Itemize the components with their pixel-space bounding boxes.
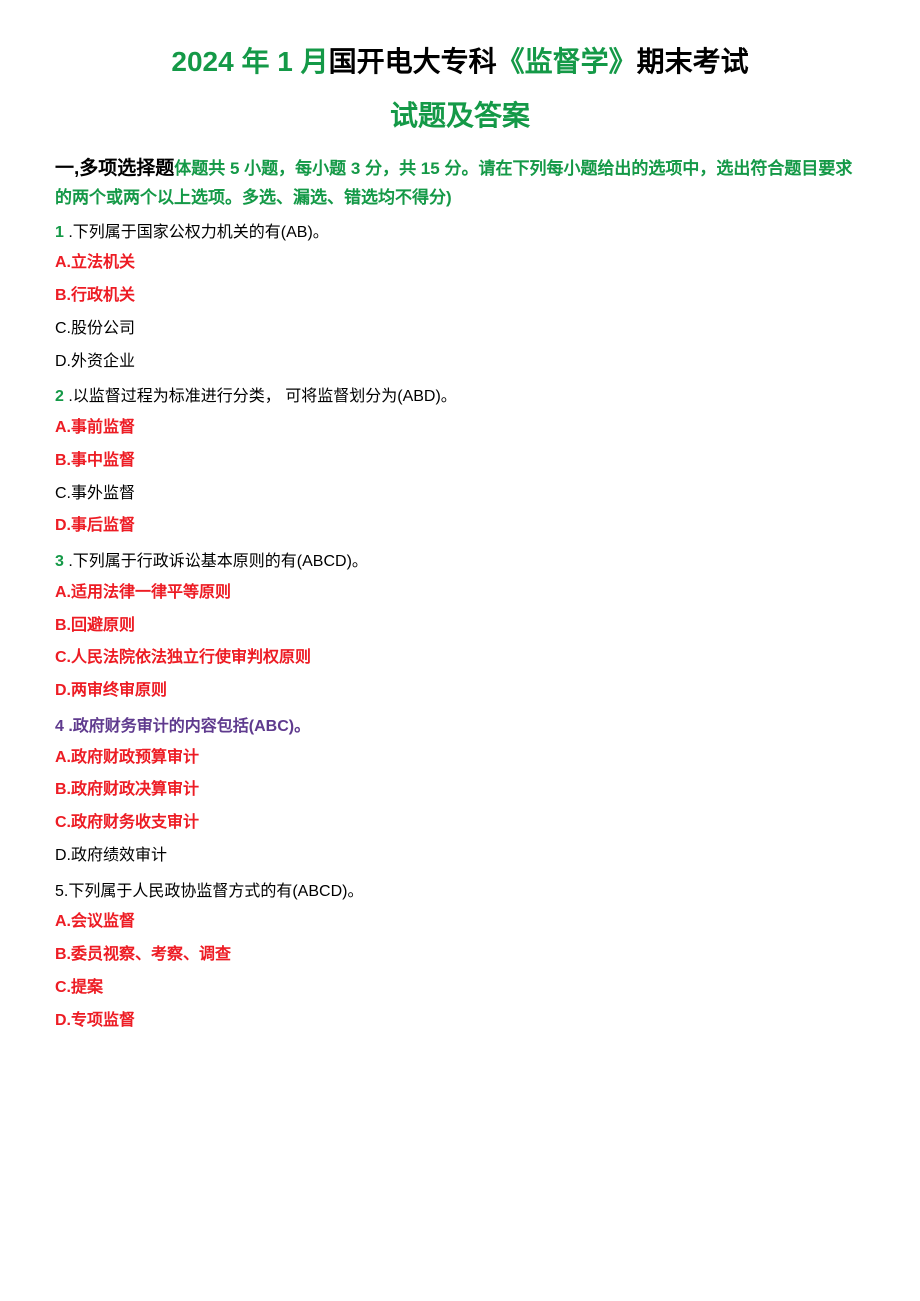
question-text: .以监督过程为标准进行分类， 可将监督划分为(ABD)。 (64, 388, 457, 405)
option-D: D.政府绩效审计 (55, 842, 865, 871)
section-prefix: 一,多项选择题 (55, 158, 174, 179)
option-C: C.股份公司 (55, 315, 865, 344)
option-D: D.专项监督 (55, 1007, 865, 1036)
question-number: 1 (55, 224, 64, 241)
option-C: C.人民法院依法独立行使审判权原则 (55, 644, 865, 673)
question-1: 1 .下列属于国家公权力机关的有(AB)。 (55, 220, 865, 246)
option-B: B.政府财政决算审计 (55, 776, 865, 805)
option-B: B.行政机关 (55, 282, 865, 311)
question-5: 5.下列属于人民政协监督方式的有(ABCD)。 (55, 879, 865, 905)
option-C: C.事外监督 (55, 480, 865, 509)
question-text: .下列属于国家公权力机关的有(AB)。 (64, 224, 329, 241)
option-A: A.适用法律一律平等原则 (55, 579, 865, 608)
question-number: 5. (55, 883, 68, 900)
question-text: .下列属于行政诉讼基本原则的有(ABCD)。 (64, 553, 368, 570)
title-line1: 2024 年 1 月国开电大专科《监督学》期末考试 (55, 40, 865, 80)
title-part-2: 《监督学》 (497, 46, 637, 77)
title-part-1: 国开电大专科 (329, 46, 497, 77)
title-part-0: 2024 年 1 月 (171, 46, 328, 77)
option-A: A.会议监督 (55, 908, 865, 937)
option-C: C.提案 (55, 974, 865, 1003)
option-B: B.委员视察、考察、调查 (55, 941, 865, 970)
question-text: .政府财务审计的内容包括(ABC)。 (64, 718, 310, 735)
question-number: 4 (55, 718, 64, 735)
title-line2: 试题及答案 (55, 94, 865, 134)
option-B: B.事中监督 (55, 447, 865, 476)
question-number: 3 (55, 553, 64, 570)
option-A: A.立法机关 (55, 249, 865, 278)
questions-container: 1 .下列属于国家公权力机关的有(AB)。 A.立法机关 B.行政机关 C.股份公司 D… (55, 220, 865, 1036)
option-C: C.政府财务收支审计 (55, 809, 865, 838)
option-D: D.外资企业 (55, 348, 865, 377)
question-number: 2 (55, 388, 64, 405)
question-3: 3 .下列属于行政诉讼基本原则的有(ABCD)。 (55, 549, 865, 575)
option-A: A.事前监督 (55, 414, 865, 443)
title-part-3: 期末考试 (637, 46, 749, 77)
option-D: D.两审终审原则 (55, 677, 865, 706)
section-heading: 一,多项选择题体题共 5 小题，每小题 3 分，共 15 分。请在下列每小题给出… (55, 154, 865, 212)
question-4: 4 .政府财务审计的内容包括(ABC)。 (55, 714, 865, 740)
question-text: 下列属于人民政协监督方式的有(ABCD)。 (68, 883, 363, 900)
option-A: A.政府财政预算审计 (55, 744, 865, 773)
section-instruction: 体题共 5 小题，每小题 3 分，共 15 分。请在下列每小题给出的选项中，选出… (55, 159, 852, 207)
option-B: B.回避原则 (55, 612, 865, 641)
option-D: D.事后监督 (55, 512, 865, 541)
question-2: 2 .以监督过程为标准进行分类， 可将监督划分为(ABD)。 (55, 384, 865, 410)
